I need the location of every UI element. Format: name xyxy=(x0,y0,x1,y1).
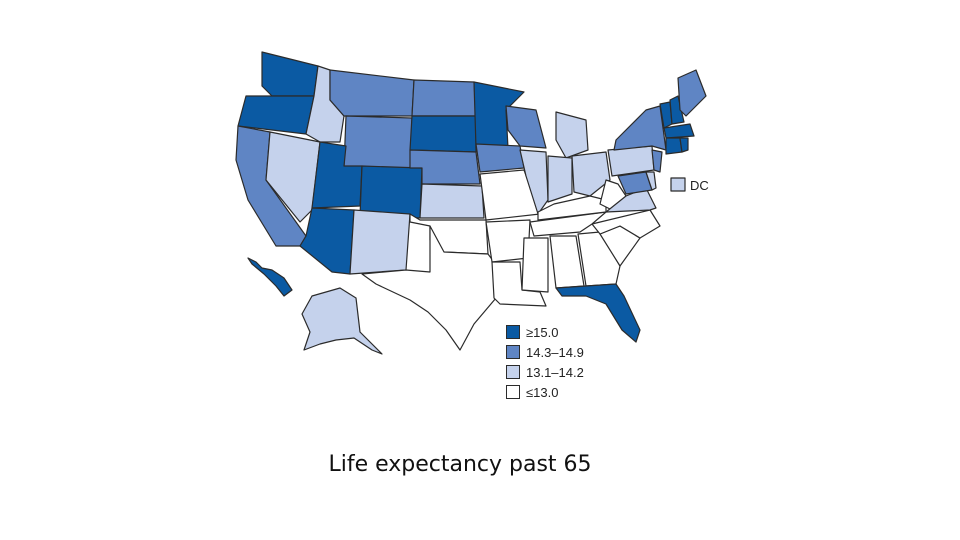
state-wi xyxy=(505,105,547,149)
legend-swatch xyxy=(506,385,520,399)
state-ak xyxy=(301,287,383,355)
state-wy xyxy=(343,115,413,169)
state-ri xyxy=(679,137,689,153)
state-la xyxy=(491,261,547,307)
state-al xyxy=(549,235,585,289)
dc-label: DC xyxy=(690,178,709,193)
state-az xyxy=(299,207,355,275)
state-tx xyxy=(361,225,497,351)
legend-item: ≥15.0 xyxy=(506,322,584,342)
state-ks xyxy=(419,183,485,219)
legend-item: ≤13.0 xyxy=(506,382,584,402)
state-mt xyxy=(329,69,415,117)
legend-swatch xyxy=(506,345,520,359)
legend-swatch xyxy=(506,325,520,339)
legend-item: 14.3–14.9 xyxy=(506,342,584,362)
state-ny xyxy=(613,105,667,151)
state-ia xyxy=(475,143,525,173)
legend: ≥15.0 14.3–14.9 13.1–14.2 ≤13.0 xyxy=(506,322,584,402)
state-ct xyxy=(665,137,683,155)
legend-label: ≤13.0 xyxy=(526,384,559,400)
state-de xyxy=(645,171,657,191)
state-mi xyxy=(555,111,589,159)
state-hi xyxy=(247,257,293,297)
state-dc xyxy=(670,177,686,192)
state-ms xyxy=(521,237,549,293)
state-mn xyxy=(473,81,525,149)
state-in xyxy=(547,155,573,203)
state-me xyxy=(677,69,707,117)
state-wa xyxy=(261,51,319,97)
state-fl xyxy=(555,283,641,343)
state-nj xyxy=(651,149,663,173)
state-ma xyxy=(663,123,695,139)
state-ga xyxy=(577,231,621,287)
state-oh xyxy=(571,151,611,197)
map-caption: Life expectancy past 65 xyxy=(328,452,592,477)
state-nv xyxy=(265,131,321,223)
state-sd xyxy=(409,115,477,153)
state-il xyxy=(519,149,549,215)
state-nh xyxy=(669,95,685,125)
state-ok xyxy=(409,213,489,255)
state-co xyxy=(359,165,423,219)
state-nm xyxy=(349,209,411,275)
state-nd xyxy=(411,79,477,117)
state-va xyxy=(605,187,657,213)
legend-label: 14.3–14.9 xyxy=(526,344,584,360)
legend-label: ≥15.0 xyxy=(526,324,559,340)
legend-item: 13.1–14.2 xyxy=(506,362,584,382)
legend-label: 13.1–14.2 xyxy=(526,364,584,380)
legend-swatch xyxy=(506,365,520,379)
